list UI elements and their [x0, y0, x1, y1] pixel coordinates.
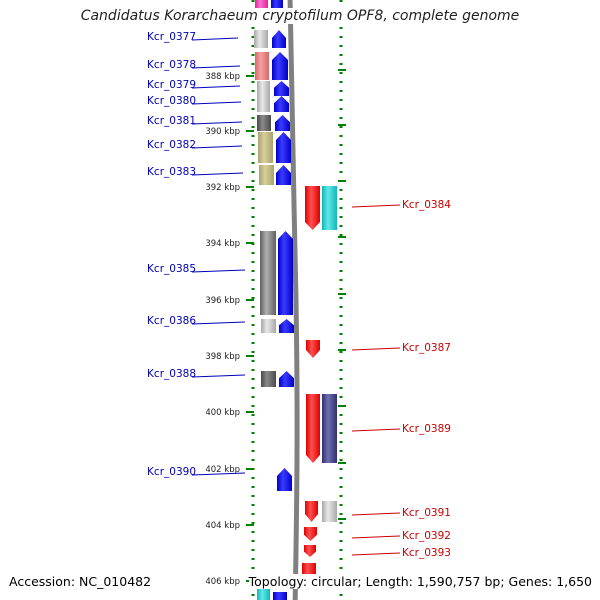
gene-label-forward: Kcr_0383 — [147, 166, 196, 178]
reverse-gene-arrow — [304, 527, 317, 541]
gene-label-leader — [191, 37, 239, 41]
gene-label-forward: Kcr_0382 — [147, 139, 196, 151]
sequence-backbone — [287, 0, 300, 600]
scale-label: 406 kbp — [205, 577, 240, 587]
gene-label-leader — [351, 535, 401, 539]
gene-block — [322, 186, 337, 230]
gene-label-leader — [191, 472, 246, 476]
feature-block-partial — [255, 0, 268, 10]
gene-block — [261, 319, 276, 333]
gene-label-forward: Kcr_0380 — [147, 95, 196, 107]
forward-arrow-partial-bottom — [273, 592, 287, 600]
forward-gene-arrow — [274, 81, 289, 96]
scale-label: 392 kbp — [205, 183, 240, 193]
gene-block — [257, 96, 270, 112]
gene-block — [261, 371, 276, 387]
scale-label: 404 kbp — [205, 521, 240, 531]
forward-gene-arrow — [275, 115, 290, 131]
gene-label-forward: Kcr_0385 — [147, 263, 196, 275]
gene-label-forward: Kcr_0386 — [147, 315, 196, 327]
gene-label-leader — [191, 121, 243, 125]
gene-label-forward: Kcr_0377 — [147, 31, 196, 43]
topology-text: Topology: circular; Length: 1,590,757 bp… — [248, 574, 592, 589]
scale-label: 388 kbp — [205, 72, 240, 82]
gene-label-forward: Kcr_0378 — [147, 59, 196, 71]
gene-label-leader — [191, 269, 246, 273]
forward-gene-arrow — [279, 371, 294, 387]
scale-label: 390 kbp — [205, 127, 240, 137]
gene-label-forward: Kcr_0388 — [147, 368, 196, 380]
gene-label-reverse: Kcr_0392 — [402, 530, 451, 542]
gene-label-forward: Kcr_0381 — [147, 115, 196, 127]
reverse-gene-arrow — [305, 186, 320, 230]
page-title: Candidatus Korarchaeum cryptofilum OPF8,… — [0, 8, 600, 24]
gene-label-reverse: Kcr_0389 — [402, 423, 451, 435]
reverse-gene-arrow — [306, 394, 320, 463]
forward-gene-arrow — [278, 231, 293, 315]
gene-block — [257, 81, 270, 96]
scale-label: 396 kbp — [205, 296, 240, 306]
gene-block — [254, 30, 268, 48]
accession-text: Accession: NC_010482 — [9, 574, 152, 589]
gene-label-leader — [191, 172, 244, 176]
gene-label-leader — [351, 552, 401, 556]
gene-label-reverse: Kcr_0393 — [402, 547, 451, 559]
gene-label-leader — [191, 101, 242, 105]
gene-label-reverse: Kcr_0387 — [402, 342, 451, 354]
gene-label-leader — [191, 145, 243, 149]
gene-label-leader — [191, 321, 246, 325]
gene-label-leader — [191, 65, 241, 69]
gene-label-forward: Kcr_0390 — [147, 466, 196, 478]
scale-label: 400 kbp — [205, 408, 240, 418]
forward-gene-arrow — [276, 165, 291, 185]
gene-label-leader — [351, 347, 401, 351]
forward-gene-arrow — [277, 468, 292, 491]
gene-block — [255, 52, 269, 80]
gene-label-leader — [351, 512, 401, 516]
gene-block — [322, 501, 337, 522]
gene-block — [259, 165, 274, 185]
gene-label-leader — [191, 85, 241, 89]
gene-label-leader — [351, 204, 401, 208]
forward-gene-arrow — [274, 96, 289, 112]
forward-gene-arrow — [279, 319, 294, 333]
gene-label-forward: Kcr_0379 — [147, 79, 196, 91]
gene-block — [260, 231, 276, 315]
forward-gene-arrow — [276, 132, 291, 163]
reverse-gene-arrow — [305, 501, 318, 522]
forward-gene-arrow — [272, 30, 286, 48]
forward-gene-arrow — [272, 52, 288, 80]
scale-label: 398 kbp — [205, 352, 240, 362]
forward-arrow-partial — [271, 0, 283, 10]
feature-block-partial-bottom — [257, 589, 270, 600]
gene-label-leader — [191, 374, 246, 378]
gene-block — [258, 132, 273, 163]
scale-label: 394 kbp — [205, 239, 240, 249]
gene-block — [322, 394, 337, 463]
reverse-gene-arrow — [304, 545, 316, 557]
gene-label-reverse: Kcr_0391 — [402, 507, 451, 519]
reverse-gene-arrow — [306, 340, 320, 358]
gene-block — [257, 115, 271, 131]
scale-label: 402 kbp — [205, 465, 240, 475]
gene-label-reverse: Kcr_0384 — [402, 199, 451, 211]
gene-label-leader — [351, 428, 401, 432]
